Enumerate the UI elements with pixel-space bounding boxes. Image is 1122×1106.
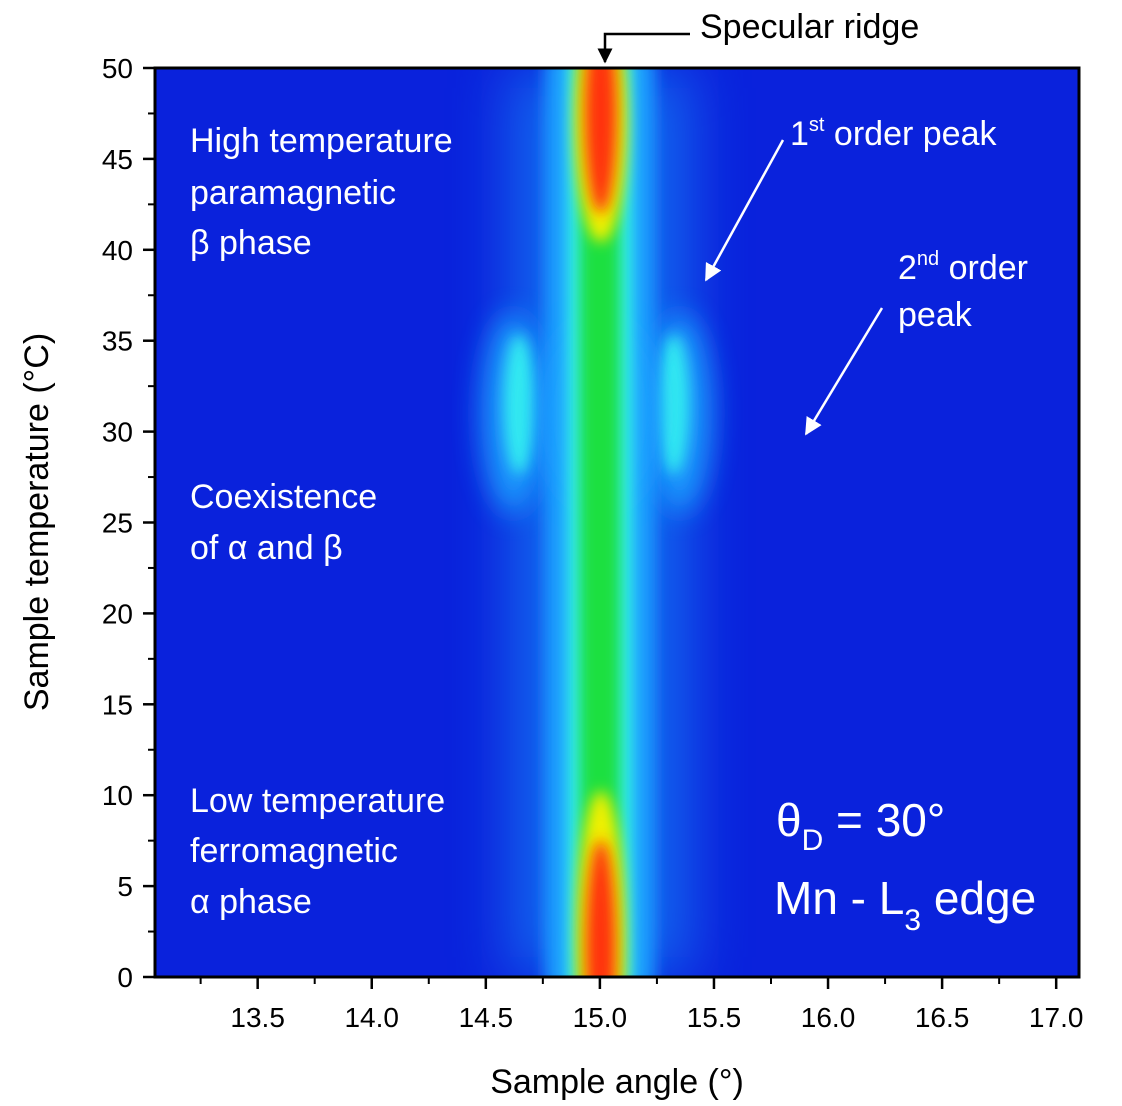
x-tick-label: 16.5 xyxy=(915,1002,970,1033)
y-tick-label: 50 xyxy=(102,53,133,84)
bottom-hot-red xyxy=(585,839,616,977)
specular-ridge-label: Specular ridge xyxy=(700,8,919,46)
coexistence-phase-label: Coexistence of α and β xyxy=(190,478,377,567)
x-tick-label: 15.0 xyxy=(573,1002,628,1033)
first-order-peak-label: 1st order peak xyxy=(790,114,997,153)
low-temp-phase-label: Low temperature ferromagnetic α phase xyxy=(190,782,445,921)
edge-label: Mn - L3 edge xyxy=(774,872,1036,937)
y-tick-label: 30 xyxy=(102,417,133,448)
high-temp-phase-label: High temperature paramagnetic β phase xyxy=(190,122,453,262)
second-order-peak-annotation: 2nd order peak xyxy=(804,248,1028,436)
y-axis-ticks: 0 5 10 15 20 25 30 35 40 45 50 xyxy=(102,53,155,993)
coexist-line-2: of α and β xyxy=(190,529,343,567)
y-tick-label: 5 xyxy=(117,871,133,902)
theta-d-label: θD = 30° xyxy=(776,794,945,857)
low-temp-line-2: ferromagnetic xyxy=(190,832,398,870)
y-tick-label: 15 xyxy=(102,689,133,720)
second-order-arrow xyxy=(804,307,884,436)
x-axis-ticks: 13.5 14.0 14.5 15.0 15.5 16.0 16.5 17.0 xyxy=(199,977,1084,1033)
y-tick-label: 40 xyxy=(102,235,133,266)
x-tick-label: 16.0 xyxy=(801,1002,856,1033)
first-order-peak-annotation: 1st order peak xyxy=(704,114,997,282)
y-tick-label: 0 xyxy=(117,962,133,993)
x-axis-title: Sample angle (°) xyxy=(490,1063,744,1101)
x-tick-label: 15.5 xyxy=(687,1002,742,1033)
specular-ridge-callout: Specular ridge xyxy=(597,8,919,64)
x-tick-label: 14.0 xyxy=(344,1002,399,1033)
y-tick-label: 45 xyxy=(102,144,133,175)
high-temp-line-2: paramagnetic xyxy=(190,174,396,212)
y-tick-label: 20 xyxy=(102,598,133,629)
top-hot-red xyxy=(584,68,617,214)
specular-ridge-leader xyxy=(597,32,690,64)
x-tick-label: 17.0 xyxy=(1029,1002,1084,1033)
low-temp-line-3: α phase xyxy=(190,883,312,921)
x-tick-label: 13.5 xyxy=(230,1002,285,1033)
high-temp-line-1: High temperature xyxy=(190,122,453,160)
y-tick-label: 35 xyxy=(102,326,133,357)
low-temp-line-1: Low temperature xyxy=(190,782,445,820)
y-tick-label: 25 xyxy=(102,508,133,539)
first-order-arrow xyxy=(704,139,785,282)
y-axis-title: Sample temperature (°C) xyxy=(18,333,56,711)
x-tick-label: 14.5 xyxy=(459,1002,514,1033)
high-temp-line-3: β phase xyxy=(190,224,312,262)
coexist-line-1: Coexistence xyxy=(190,478,377,516)
first-order-lobe-core xyxy=(658,334,689,475)
second-order-peak-label-line2: peak xyxy=(898,296,973,334)
second-order-peak-label: 2nd order xyxy=(898,248,1028,287)
y-tick-label: 10 xyxy=(102,780,133,811)
first-order-lobe-core xyxy=(504,334,535,475)
heatmap-intensity xyxy=(481,68,712,977)
